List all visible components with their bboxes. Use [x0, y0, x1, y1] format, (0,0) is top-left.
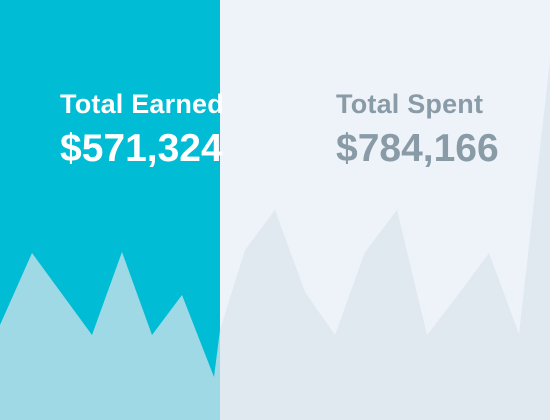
total-earned-stat: Total Earned $571,324: [60, 88, 224, 172]
total-spent-label: Total Spent: [336, 89, 484, 119]
total-spent-value: $784,166: [336, 127, 499, 170]
total-earned-label: Total Earned: [60, 89, 224, 119]
total-earned-value: $571,324: [60, 127, 223, 170]
spent-sparkline-area: [220, 60, 550, 420]
spent-sparkline: [220, 60, 550, 420]
total-earned-panel: [0, 0, 220, 420]
total-spent-panel: [220, 0, 550, 420]
earned-sparkline-area: [0, 252, 220, 420]
earned-sparkline: [0, 252, 220, 420]
total-spent-stat: Total Spent $784,166: [336, 88, 499, 172]
